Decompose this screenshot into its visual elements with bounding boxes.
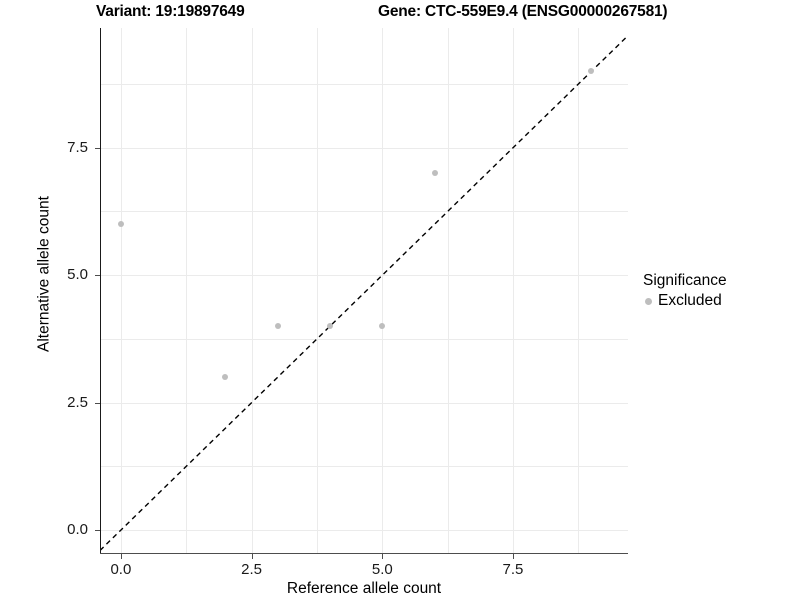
x-axis-tick bbox=[382, 554, 384, 559]
x-axis-line bbox=[100, 553, 628, 554]
y-axis-tick bbox=[95, 402, 100, 404]
y-axis-tick-label: 2.5 bbox=[67, 393, 88, 411]
gridline-vertical bbox=[512, 28, 514, 553]
gridline-horizontal bbox=[100, 211, 628, 213]
x-axis-tick bbox=[120, 554, 122, 559]
y-axis-label: Alternative allele count bbox=[35, 196, 53, 352]
y-axis-tick-label: 0.0 bbox=[67, 521, 88, 539]
y-axis-tick bbox=[95, 275, 100, 277]
gridline-vertical bbox=[382, 28, 384, 553]
figure-title-row: Variant: 19:19897649 Gene: CTC-559E9.4 (… bbox=[0, 3, 800, 27]
legend-title: Significance bbox=[643, 272, 727, 289]
legend-key-dot-icon bbox=[645, 297, 652, 305]
data-point bbox=[379, 323, 386, 330]
x-axis-tick-label: 7.5 bbox=[502, 561, 524, 578]
legend-item-label: Excluded bbox=[658, 292, 722, 309]
legend-entries: Excluded bbox=[643, 292, 793, 310]
x-axis-tick-label: 5.0 bbox=[371, 561, 393, 578]
gridline-horizontal bbox=[100, 338, 628, 340]
data-point bbox=[117, 221, 124, 228]
gridline-vertical bbox=[120, 28, 122, 553]
gridline-vertical bbox=[316, 28, 318, 553]
data-point bbox=[588, 68, 595, 75]
gridline-horizontal bbox=[100, 84, 628, 86]
gridline-horizontal bbox=[100, 402, 628, 404]
x-axis-tick bbox=[251, 554, 253, 559]
variant-title: Variant: 19:19897649 bbox=[96, 3, 245, 20]
data-point bbox=[274, 323, 281, 330]
x-axis-tick-label: 0.0 bbox=[110, 561, 132, 578]
gridline-horizontal bbox=[100, 466, 628, 468]
legend-item[interactable]: Excluded bbox=[645, 292, 793, 310]
data-point bbox=[327, 323, 334, 330]
diagonal-reference-line bbox=[100, 35, 628, 551]
x-axis-label: Reference allele count bbox=[286, 580, 442, 597]
y-axis-tick bbox=[95, 530, 100, 532]
gridline-vertical bbox=[251, 28, 253, 553]
x-axis-tick-label: 2.5 bbox=[241, 561, 263, 578]
gridline-horizontal bbox=[100, 147, 628, 149]
legend: Significance Excluded bbox=[643, 272, 793, 310]
gridline-vertical bbox=[186, 28, 188, 553]
data-point bbox=[431, 170, 438, 177]
gridline-horizontal bbox=[100, 530, 628, 532]
gridline-vertical bbox=[578, 28, 580, 553]
gene-title: Gene: CTC-559E9.4 (ENSG00000267581) bbox=[378, 3, 668, 20]
plot-panel bbox=[100, 28, 628, 553]
y-axis-tick bbox=[95, 147, 100, 149]
data-point bbox=[222, 374, 229, 381]
y-axis-line bbox=[100, 28, 101, 553]
x-axis-tick bbox=[512, 554, 514, 559]
y-axis-tick-label: 7.5 bbox=[67, 138, 88, 156]
gridline-vertical bbox=[447, 28, 449, 553]
gridline-horizontal bbox=[100, 275, 628, 277]
y-axis-tick-label: 5.0 bbox=[67, 266, 88, 284]
